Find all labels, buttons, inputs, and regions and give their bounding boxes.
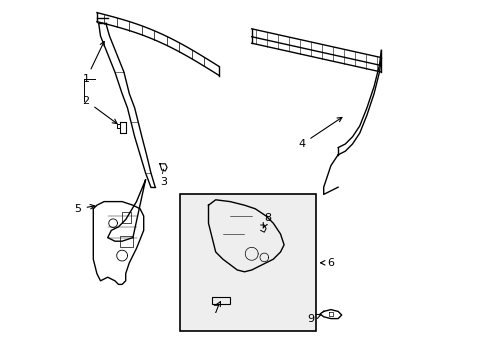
- Text: 5: 5: [75, 204, 95, 214]
- Bar: [179, 194, 316, 331]
- Text: 4: 4: [298, 117, 341, 149]
- Text: 9: 9: [307, 314, 320, 324]
- Text: 6: 6: [320, 258, 334, 268]
- Text: 7: 7: [212, 302, 220, 315]
- Text: 3: 3: [160, 171, 167, 187]
- Text: 8: 8: [263, 213, 271, 228]
- Text: 1: 1: [82, 41, 104, 84]
- Text: 2: 2: [82, 96, 117, 123]
